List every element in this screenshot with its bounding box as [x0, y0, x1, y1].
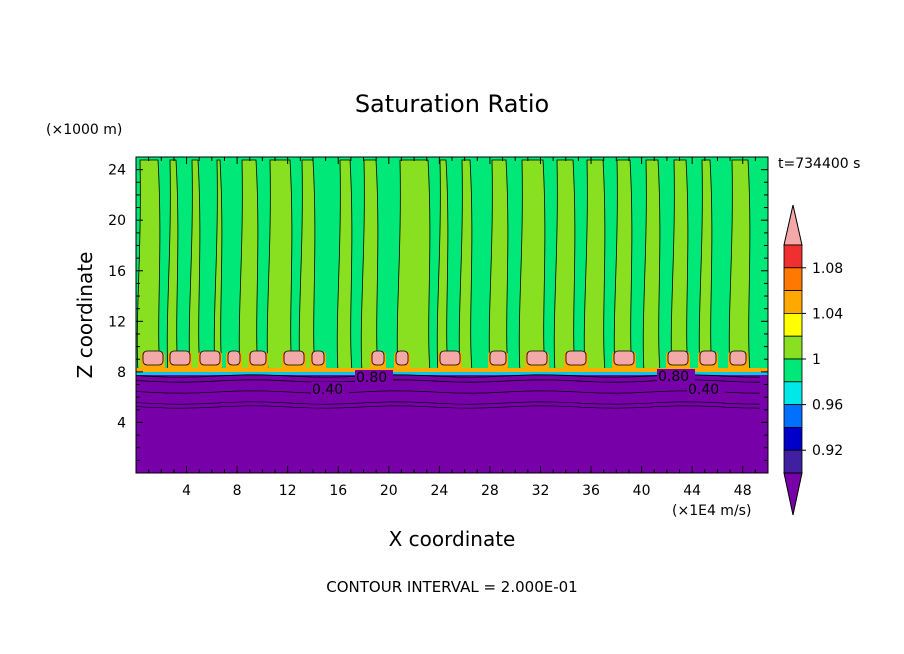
colorbar-bottom-arrow	[783, 472, 803, 516]
cloud-blob	[311, 350, 325, 366]
convective-column	[188, 159, 201, 373]
time-label: t=734400 s	[778, 156, 860, 172]
contour-field: 0.800.400.800.40	[135, 156, 769, 474]
colorbar-box	[783, 449, 803, 474]
y-tick-label: 20	[108, 213, 126, 229]
moist-layer-band	[136, 368, 768, 373]
convective-column	[136, 159, 161, 373]
convective-column	[518, 159, 546, 373]
y-unit-label: (×1000 m)	[46, 122, 122, 138]
colorbar-box	[783, 358, 803, 383]
x-tick-label: 12	[279, 483, 297, 499]
colorbar-top-arrow	[783, 204, 803, 246]
contour-label-bg	[657, 369, 695, 383]
contour-label: 0.40	[688, 382, 719, 398]
convective-column	[238, 159, 259, 373]
cloud-blob	[199, 350, 221, 366]
colorbar-box	[783, 244, 803, 269]
contour-label-bg	[355, 370, 393, 384]
x-tick-label: 28	[481, 483, 499, 499]
colorbar-label: 1.04	[812, 306, 843, 322]
convective-column	[698, 159, 713, 373]
colorbar-box	[783, 404, 803, 428]
convective-column	[213, 159, 223, 373]
contour-label-bg	[687, 382, 725, 396]
convective-column	[613, 159, 633, 373]
cloud-blob	[526, 350, 548, 366]
convective-column	[583, 159, 606, 373]
y-tick-label: 16	[108, 264, 126, 280]
convective-column	[266, 159, 293, 373]
y-tick-label: 8	[117, 365, 126, 381]
convective-column	[670, 159, 689, 373]
x-tick-label: 20	[380, 483, 398, 499]
x-tick-label: 16	[329, 483, 347, 499]
colorbar-box	[783, 381, 803, 405]
y-tick-label: 12	[108, 314, 126, 330]
convective-column	[336, 159, 353, 373]
convective-column	[166, 159, 179, 373]
colorbar-label: 1.08	[812, 261, 843, 277]
convective-column	[728, 159, 751, 373]
x-tick-label: 48	[734, 483, 752, 499]
convective-column	[553, 159, 576, 373]
x-tick-label: 24	[430, 483, 448, 499]
dry-layer-transition	[136, 372, 768, 375]
cloud-blob	[371, 350, 385, 366]
contour-line	[135, 405, 761, 409]
convective-column	[488, 159, 509, 373]
cloud-blob	[729, 350, 747, 366]
contour-line	[135, 390, 761, 394]
cloud-blob	[565, 350, 587, 366]
x-unit-label: (×1E4 m/s)	[672, 503, 751, 519]
contour-line	[135, 401, 761, 405]
cloud-blob	[142, 350, 164, 366]
colorbar-label: 0.96	[812, 398, 843, 414]
colorbar-box	[783, 312, 803, 337]
contour-label: 0.40	[312, 382, 343, 398]
cloud-blob	[169, 350, 191, 366]
convective-column	[436, 159, 449, 373]
colorbar-box	[783, 267, 803, 291]
colorbar: 1.08 1.04 1 0.96 0.92	[783, 204, 843, 516]
contour-line	[135, 379, 761, 383]
contour-line	[135, 374, 761, 378]
cloud-blob	[489, 350, 507, 366]
colorbar-box	[783, 426, 803, 451]
cloud-blob	[667, 350, 689, 366]
colorbar-label: 1	[812, 352, 821, 368]
x-tick-label: 44	[683, 483, 701, 499]
contour-label: 0.80	[356, 370, 387, 386]
x-axis: 4 8 12 16 20 24 28 32 36 40 44 48	[148, 157, 756, 499]
cloud-blob	[699, 350, 717, 366]
y-tick-label: 4	[117, 415, 126, 431]
x-tick-label: 32	[532, 483, 550, 499]
contour-label-bg	[311, 382, 349, 396]
colorbar-label: 0.92	[812, 443, 843, 459]
dry-layer	[136, 373, 768, 473]
cloud-blob	[227, 350, 241, 366]
y-axis: 4 8 12 16 20 24	[108, 163, 768, 461]
cloud-blob	[395, 350, 409, 366]
x-tick-label: 36	[582, 483, 600, 499]
x-tick-label: 8	[233, 483, 242, 499]
cloud-blob	[613, 350, 635, 366]
colorbar-box	[783, 290, 803, 314]
contour-interval-note: CONTOUR INTERVAL = 2.000E-01	[326, 578, 577, 596]
cloud-blob	[283, 350, 305, 366]
convective-column	[396, 159, 431, 373]
contour-label: 0.80	[658, 369, 689, 385]
x-tick-label: 40	[633, 483, 651, 499]
convective-column	[458, 159, 473, 373]
cloud-blob	[249, 350, 267, 366]
chart-title: Saturation Ratio	[355, 90, 549, 118]
convective-column	[642, 159, 661, 373]
y-tick-label: 24	[108, 163, 126, 179]
x-axis-label: X coordinate	[389, 527, 516, 551]
x-tick-label: 4	[182, 483, 191, 499]
y-axis-label: Z coordinate	[73, 252, 97, 379]
colorbar-box	[783, 335, 803, 360]
cloud-blob	[439, 350, 461, 366]
